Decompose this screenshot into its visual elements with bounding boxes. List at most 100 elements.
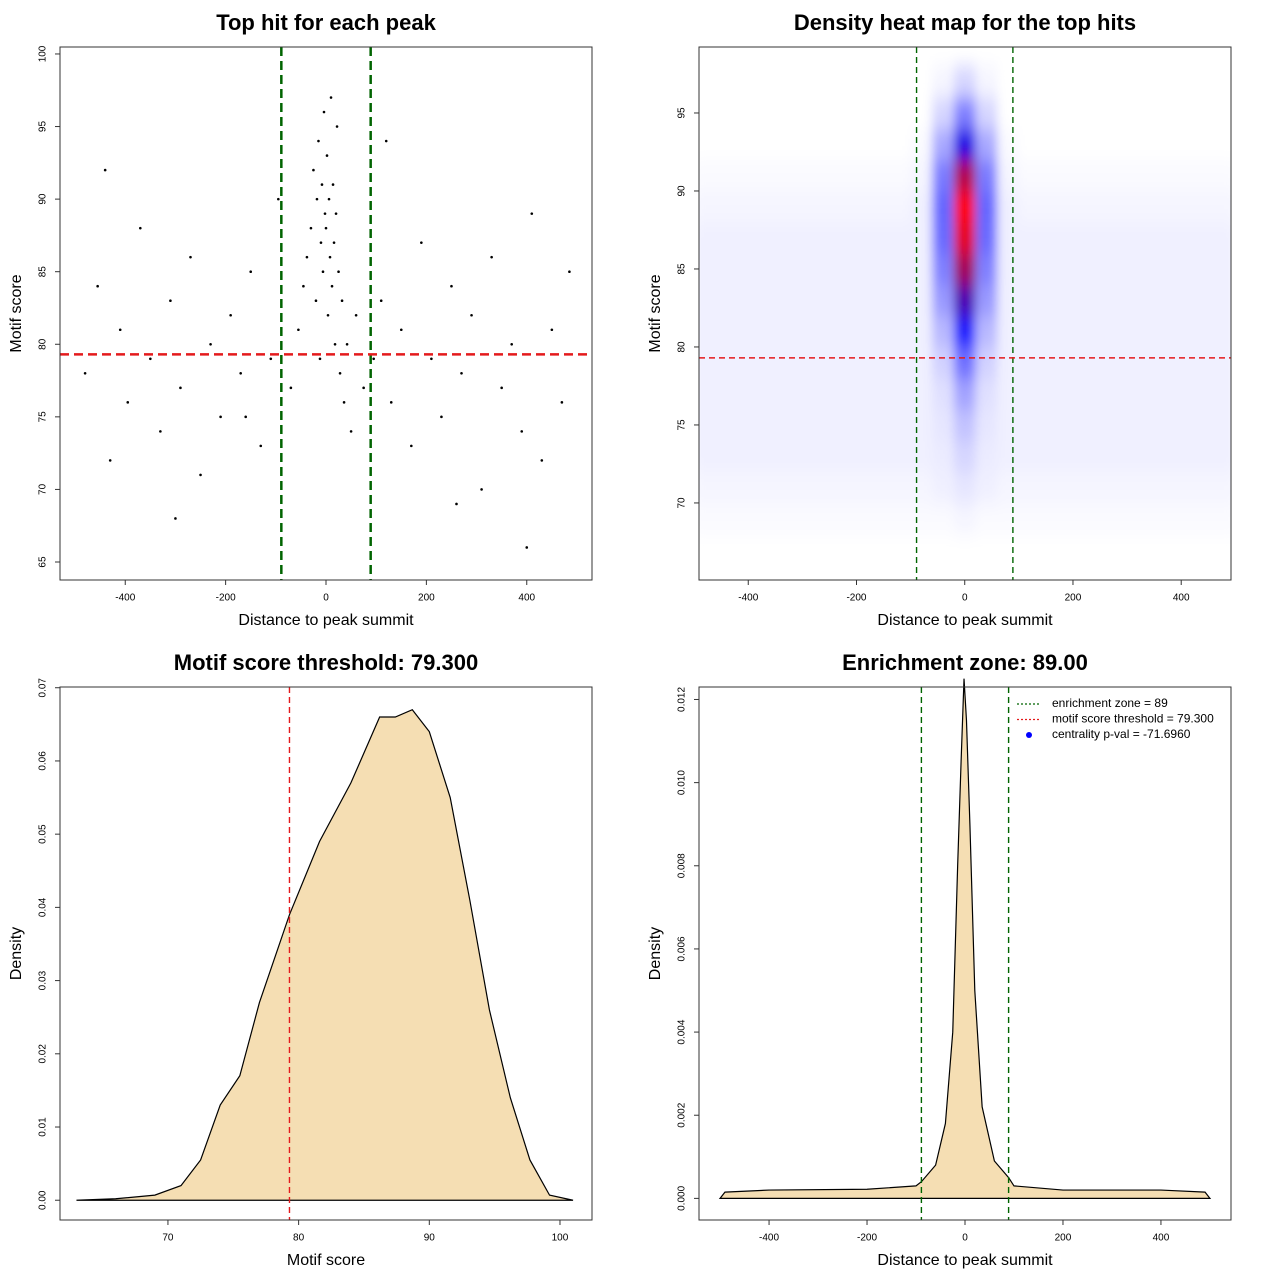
point [309, 226, 313, 230]
heat-cell [932, 409, 955, 442]
heat-cell [824, 253, 847, 286]
heat-cell [715, 440, 738, 473]
heat-cell [759, 222, 782, 254]
heat-cell [1192, 128, 1215, 161]
point [312, 168, 315, 172]
heat-cell [888, 222, 912, 254]
heat-cell [1213, 284, 1231, 317]
heat-cell [975, 66, 998, 98]
point [314, 299, 318, 303]
heat-cell [1105, 97, 1128, 130]
point [460, 372, 463, 375]
heat-cell [910, 222, 933, 254]
heat-cell [1062, 128, 1085, 161]
y-axis-label: Motif score [647, 274, 664, 352]
heat-cell [1148, 222, 1171, 254]
heat-cell [1040, 378, 1063, 410]
heat-cell [1062, 66, 1085, 98]
heat-cell [932, 128, 955, 161]
point [540, 459, 544, 462]
point [319, 241, 323, 244]
point [209, 342, 212, 346]
y-axis-label: Density [647, 927, 664, 980]
heat-cell [759, 502, 782, 535]
heat-cell [1062, 159, 1085, 192]
y-tick-label: 0.07 [38, 678, 49, 698]
point [297, 328, 300, 332]
heat-cell [932, 190, 955, 223]
heat-cell [845, 66, 868, 98]
point [345, 342, 349, 346]
heat-cell [845, 284, 868, 317]
heat-cell [953, 409, 977, 442]
heat-cell [1062, 253, 1085, 286]
heat-cell [1105, 409, 1128, 442]
point [450, 284, 453, 288]
heat-cell [824, 502, 847, 535]
heat-cell [867, 97, 890, 130]
heat-cell [975, 502, 998, 535]
x-axis-label: Distance to peak summit [877, 1252, 1053, 1269]
x-tick-label: 0 [962, 1233, 968, 1244]
heat-cell [1062, 97, 1085, 130]
heat-cell [715, 159, 738, 192]
heat-cell [1148, 471, 1171, 504]
point [320, 183, 324, 186]
heat-cell [737, 284, 760, 317]
heat-cell [780, 315, 803, 348]
heat-cell [737, 440, 760, 473]
heat-cell [1127, 284, 1150, 317]
heat-cell [997, 97, 1020, 130]
heat-cell [1040, 66, 1063, 98]
point [354, 313, 358, 317]
point [305, 255, 309, 259]
heat-cell [1062, 222, 1085, 254]
heat-cell [1040, 159, 1063, 192]
point [372, 357, 375, 361]
point [330, 284, 334, 288]
point [410, 444, 413, 448]
heat-cell [1105, 284, 1128, 317]
point [199, 473, 202, 477]
heat-cell [1192, 159, 1215, 192]
heat-cell [997, 159, 1020, 192]
heat-cell [932, 440, 955, 473]
heat-cell [1062, 190, 1085, 223]
heat-cell [997, 534, 1020, 566]
heat-cell [1148, 253, 1171, 286]
point [96, 284, 99, 288]
heat-cell [715, 471, 738, 504]
heat-cell [1105, 253, 1128, 286]
heat-cell [1018, 440, 1041, 473]
x-tick-label: 200 [1055, 1233, 1072, 1244]
point [328, 255, 332, 259]
heat-cell [1127, 534, 1150, 566]
point [277, 197, 280, 201]
y-tick-label: 0.02 [38, 1044, 49, 1064]
heat-cell [759, 346, 782, 379]
x-axis-label: Motif score [287, 1252, 365, 1269]
heat-cell [997, 471, 1020, 504]
heat-cell [1040, 128, 1063, 161]
heat-cell [802, 534, 825, 566]
heat-cell [997, 440, 1020, 473]
point [325, 154, 329, 157]
point [331, 183, 335, 186]
heat-cell [802, 378, 825, 410]
heat-cell [888, 502, 912, 535]
point [560, 401, 564, 404]
point [179, 386, 182, 390]
heat-cell [780, 159, 803, 192]
heat-cell [699, 346, 717, 379]
heat-cell [715, 502, 738, 535]
chart-title: Top hit for each peak [216, 10, 436, 35]
heat-cell [932, 315, 955, 348]
point [118, 328, 122, 332]
y-tick-label: 70 [677, 497, 688, 509]
y-tick-label: 0.00 [38, 1190, 49, 1210]
heat-cell [1127, 222, 1150, 254]
heat-cell [759, 534, 782, 566]
heat-cell [1018, 190, 1041, 223]
heat-cell [1083, 284, 1106, 317]
point [342, 401, 346, 404]
